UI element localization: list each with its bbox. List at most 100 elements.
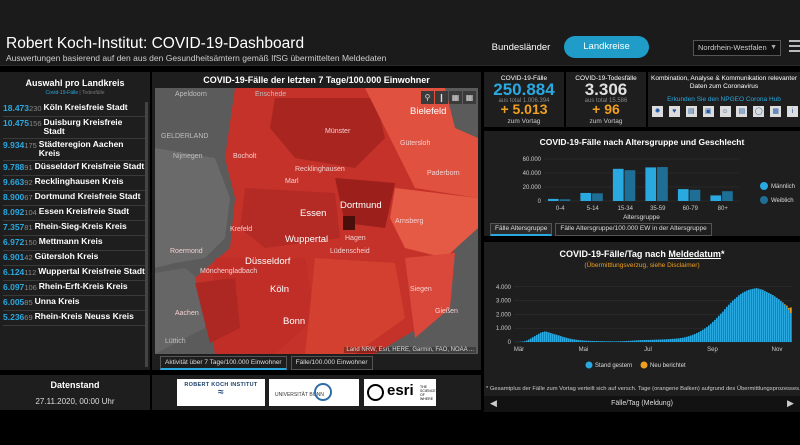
- daily-chart-footnote: * Gesamtplus der Fälle zum Vortag vertei…: [486, 386, 800, 392]
- list-item-new: 112: [24, 268, 37, 277]
- info-icon[interactable]: i: [787, 106, 798, 117]
- chart-pager-label: Fälle/Tag (Meldung): [611, 400, 673, 407]
- toggle-cases[interactable]: Covid-19-Fälle: [45, 90, 78, 96]
- list-item[interactable]: 6.097 106 Rhein-Erft-Kreis Kreis: [3, 281, 145, 296]
- age-bar: [580, 192, 592, 201]
- daily-bar: [692, 334, 694, 342]
- daily-bar: [784, 304, 786, 342]
- daily-bar: [672, 338, 674, 342]
- daily-bar: [716, 317, 718, 342]
- daily-bar: [632, 340, 634, 342]
- map-city-label: Essen: [300, 208, 327, 219]
- list-item[interactable]: 18.473 230 Köln Kreisfreie Stadt: [3, 102, 145, 117]
- list-scrollbar[interactable]: [145, 102, 148, 367]
- daily-bar: [776, 297, 778, 342]
- list-item[interactable]: 9.663 92 Recklinghausen Kreis: [3, 176, 145, 191]
- daily-bar: [718, 315, 720, 342]
- list-item[interactable]: 7.357 81 Rhein-Sieg-Kreis Kreis: [3, 221, 145, 236]
- daily-xtick-label: Sep: [707, 347, 718, 353]
- daily-bar: [734, 298, 736, 342]
- nav-bundeslaender-button[interactable]: Bundesländer: [491, 42, 551, 53]
- daily-bar: [532, 337, 534, 342]
- map-city-label: Bielefeld: [410, 106, 447, 117]
- map-tabs: Aktivität über 7 Tage/100.000 Einwohner …: [160, 356, 377, 370]
- menu-icon[interactable]: [789, 40, 800, 54]
- map-city-label: Siegen: [410, 286, 432, 293]
- tab-cases-per-100k[interactable]: Fälle/100.000 Einwohner: [290, 356, 373, 370]
- age-xtick-label: 5-14: [587, 206, 600, 212]
- document-icon[interactable]: ▤: [736, 106, 748, 117]
- virus-icon[interactable]: ✹: [652, 106, 663, 117]
- daily-bar: [788, 309, 790, 342]
- map-city-label: Arnsberg: [395, 218, 424, 225]
- daily-bar: [698, 332, 700, 342]
- chevron-left-icon[interactable]: ◀: [490, 398, 497, 408]
- bookmark-icon[interactable]: ❙: [435, 91, 448, 104]
- daily-bar: [606, 341, 608, 342]
- toggle-deaths[interactable]: Todesfälle: [82, 90, 105, 96]
- grid-icon[interactable]: ▦: [449, 91, 462, 104]
- list-item-cases: 6.097: [3, 282, 25, 292]
- hospital-icon[interactable]: ♥: [668, 106, 680, 117]
- map-city-label: Hagen: [345, 235, 366, 242]
- npgeo-hub-link[interactable]: Erkunden Sie den NPGEO Corona Hub: [667, 96, 781, 103]
- list-item[interactable]: 6.901 42 Gütersloh Kreis: [3, 251, 145, 266]
- list-item-name: Mettmann Kreis: [38, 236, 103, 246]
- list-item-cases: 6.005: [3, 297, 25, 307]
- daily-bar: [650, 339, 652, 342]
- map-attribution: Land NRW, Esri, HERE, Garmin, FAO, NOAA …: [344, 347, 476, 353]
- daily-bar: [542, 332, 544, 342]
- people-icon[interactable]: ☺: [719, 106, 731, 117]
- age-bar: [657, 167, 668, 201]
- chart-icon[interactable]: ▤: [685, 106, 697, 117]
- list-item[interactable]: 6.972 150 Mettmann Kreis: [3, 236, 145, 251]
- tab-activity-7days[interactable]: Aktivität über 7 Tage/100.000 Einwohner: [160, 356, 287, 370]
- daily-bar: [546, 331, 548, 342]
- daily-ytick-label: 2.000: [496, 312, 512, 318]
- list-item-new: 92: [24, 178, 33, 187]
- daily-bar: [624, 341, 626, 342]
- nav-landkreise-button[interactable]: Landkreise: [564, 36, 649, 58]
- list-item[interactable]: 9.788 91 Düsseldorf Kreisfreie Stadt: [3, 161, 145, 176]
- daily-bar: [562, 336, 564, 342]
- map-city-label: Gießen: [435, 308, 458, 315]
- tab-age-cases-per-100k[interactable]: Fälle Altersgruppe/100.000 EW in der Alt…: [555, 223, 712, 236]
- daily-bar: [570, 338, 572, 342]
- daily-bar: [558, 335, 560, 342]
- age-xtick-label: 35-59: [650, 206, 666, 212]
- daily-bar: [642, 340, 644, 342]
- list-item[interactable]: 6.124 112 Wuppertal Kreisfreie Stadt: [3, 266, 145, 281]
- daily-bar: [604, 341, 606, 342]
- tab-age-cases[interactable]: Fälle Altersgruppe: [490, 223, 553, 236]
- age-bar: [624, 170, 636, 201]
- chevron-right-icon[interactable]: ▶: [787, 398, 794, 408]
- list-item[interactable]: 8.900 67 Dortmund Kreisfreie Stadt: [3, 191, 145, 206]
- map-view[interactable]: Apeldoorn Enschede GELDERLAND Nijmegen M…: [155, 88, 478, 354]
- page-subtitle: Auswertungen basierend auf den aus den G…: [6, 53, 387, 63]
- daily-bar: [626, 340, 628, 342]
- list-item[interactable]: 8.092 104 Essen Kreisfreie Stadt: [3, 206, 145, 221]
- daily-chart-subtitle: (Übermittlungsverzug, siehe Disclaimer): [584, 262, 700, 269]
- daily-bar: [688, 336, 690, 342]
- daily-bar: [764, 290, 766, 342]
- map-city-label: Lüttich: [165, 338, 186, 345]
- daily-bar: [658, 339, 660, 342]
- list-item[interactable]: 5.236 69 Rhein-Kreis Neuss Kreis: [3, 311, 145, 326]
- region-select[interactable]: Nordrhein-Westfalen ▼: [693, 40, 781, 56]
- list-item[interactable]: 6.005 85 Unna Kreis: [3, 296, 145, 311]
- list-item-name: Unna Kreis: [34, 296, 80, 306]
- legend-label: Weiblich: [771, 198, 794, 204]
- list-item[interactable]: 10.475 156 Duisburg Kreisfreie Stadt: [3, 117, 145, 139]
- daily-bar: [724, 309, 726, 342]
- daily-bar: [646, 339, 648, 342]
- daily-bar: [662, 339, 664, 342]
- basemap-icon[interactable]: ▦: [463, 91, 476, 104]
- deaths-stat-card: COVID-19-Todesfälle 3.306 aus total 15.5…: [566, 72, 646, 127]
- daily-bar: [676, 338, 678, 342]
- table-icon[interactable]: ▦: [770, 106, 782, 117]
- list-item[interactable]: 9.934 175 Städteregion Aachen Kreis: [3, 139, 145, 161]
- map-icon[interactable]: ▣: [702, 106, 714, 117]
- globe-icon[interactable]: ◯: [753, 106, 765, 117]
- daily-bar: [770, 293, 772, 342]
- search-icon[interactable]: ⚲: [421, 91, 434, 104]
